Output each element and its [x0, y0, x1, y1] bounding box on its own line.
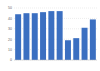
bar — [32, 13, 38, 60]
x-axis-line — [14, 60, 97, 61]
y-tick-label: 20 — [8, 38, 12, 42]
bar — [57, 11, 63, 60]
bar — [82, 28, 88, 60]
y-tick-label: 0 — [10, 58, 12, 62]
bar — [15, 14, 21, 60]
y-tick-label: 30 — [8, 27, 12, 31]
bar — [48, 11, 54, 60]
bar — [65, 40, 71, 60]
bar — [23, 13, 29, 60]
chart-svg: 0 10 20 30 40 50 — [0, 0, 100, 71]
bar — [40, 12, 46, 60]
y-tick-label: 10 — [8, 48, 12, 52]
y-tick-label: 40 — [8, 17, 12, 21]
bars — [15, 11, 96, 60]
y-tick-label: 50 — [8, 6, 12, 10]
grid-line — [14, 8, 97, 9]
chart-container: 0 10 20 30 40 50 — [0, 0, 100, 71]
bar — [73, 38, 79, 60]
bar — [90, 19, 96, 60]
